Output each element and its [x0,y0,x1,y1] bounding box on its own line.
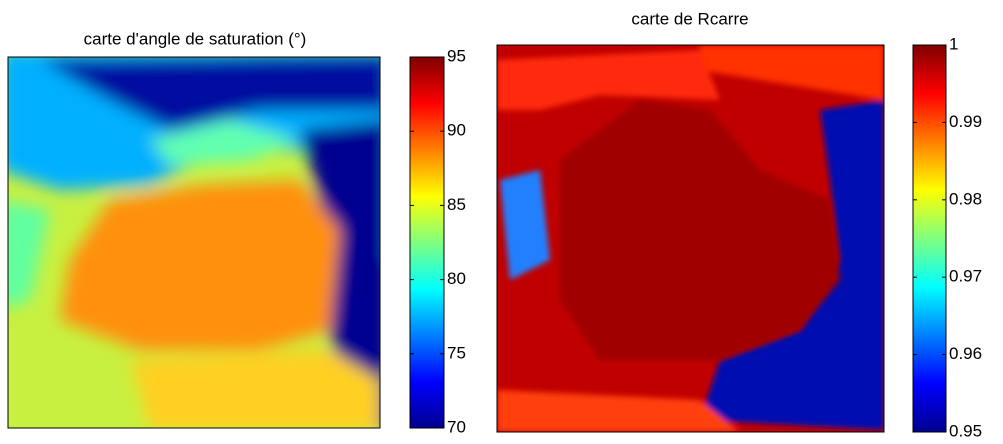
colorbar-tick-label: 85 [447,195,466,214]
heatmap-image [8,57,380,428]
heatmap-image [497,45,884,432]
colorbar-tick-label: 75 [447,343,466,362]
chart-title: carte d'angle de saturation (°) [84,29,307,48]
plot-frame [7,56,381,429]
colorbar [912,44,947,433]
colorbar-tick-label: 90 [447,121,466,140]
colorbar-tick-label: 0.98 [949,189,982,208]
colorbar [409,56,445,429]
colorbar-tick-label: 70 [447,417,466,436]
colorbar-tick-label: 95 [447,46,466,65]
colorbar-tick-label: 0.95 [949,421,982,440]
chart-title: carte de Rcarre [631,9,748,28]
colorbar-tick-label: 1 [949,34,958,53]
colorbar-tick-label: 0.99 [949,112,982,131]
colorbar-tick-label: 0.97 [949,267,982,286]
colorbar-tick-label: 80 [447,269,466,288]
plot-frame [496,44,885,433]
colorbar-tick-label: 0.96 [949,344,982,363]
